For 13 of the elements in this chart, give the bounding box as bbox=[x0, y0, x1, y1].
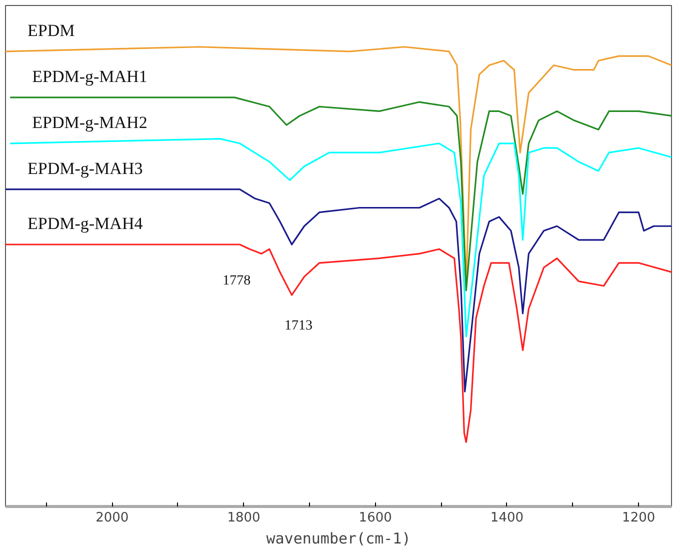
series-label: EPDM bbox=[28, 20, 75, 40]
annotation: 1713 bbox=[284, 318, 313, 334]
x-tick-label: 1800 bbox=[227, 510, 260, 526]
x-tick-label: 1200 bbox=[622, 510, 656, 526]
annotation: 1778 bbox=[222, 274, 251, 289]
x-tick-label: 2000 bbox=[96, 510, 129, 526]
series-label: EPDM-g-MAH1 bbox=[32, 66, 148, 86]
x-axis-title: wavenumber(cm-1) bbox=[266, 530, 411, 548]
series-label: EPDM-g-MAH2 bbox=[32, 112, 148, 132]
series-label: EPDM-g-MAH4 bbox=[28, 214, 144, 234]
x-tick-label: 1400 bbox=[490, 510, 524, 526]
series-label: EPDM-g-MAH3 bbox=[28, 158, 143, 178]
x-tick-label: 1600 bbox=[358, 510, 392, 526]
